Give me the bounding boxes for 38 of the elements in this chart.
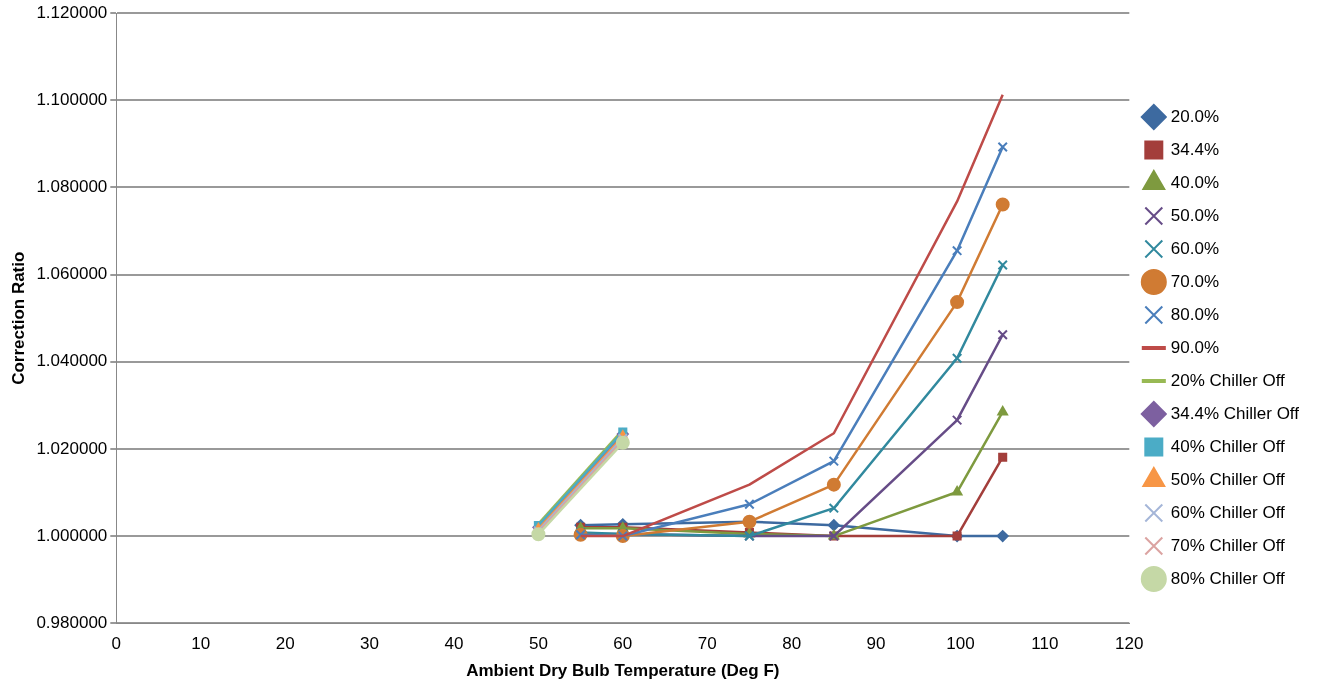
legend-label: 80.0%: [1170, 304, 1220, 324]
legend-label: 34.4% Chiller Off: [1170, 403, 1300, 423]
x-tick-label: 80: [782, 634, 802, 654]
legend-label: 60.0%: [1170, 238, 1220, 258]
x-tick-label: 20: [275, 634, 295, 654]
legend-label: 40% Chiller Off: [1170, 436, 1286, 456]
legend-label: 80% Chiller Off: [1170, 568, 1286, 588]
x-axis-title: Ambient Dry Bulb Temperature (Deg F): [466, 661, 780, 681]
x-tick-label: 90: [866, 634, 886, 654]
y-tick-label: 1.120000: [36, 2, 108, 22]
legend-label: 90.0%: [1170, 337, 1220, 357]
x-tick-label: 0: [111, 634, 122, 654]
y-tick-label: 1.080000: [36, 177, 108, 197]
x-tick-label: 40: [444, 634, 464, 654]
x-tick-label: 70: [697, 634, 717, 654]
y-tick-label: 0.980000: [36, 612, 108, 632]
y-tick-label: 1.020000: [36, 438, 108, 458]
x-tick-label: 60: [613, 634, 633, 654]
y-tick-label: 1.100000: [36, 90, 108, 110]
legend-label: 70% Chiller Off: [1170, 535, 1286, 555]
y-tick-label: 1.060000: [36, 264, 108, 284]
legend-label: 50% Chiller Off: [1170, 469, 1286, 489]
legend-label: 70.0%: [1170, 271, 1220, 291]
y-tick-label: 1.040000: [36, 351, 108, 371]
legend-label: 20.0%: [1170, 106, 1220, 126]
x-tick-label: 10: [191, 634, 211, 654]
legend-label: 60% Chiller Off: [1170, 502, 1286, 522]
x-tick-label: 100: [946, 634, 975, 654]
x-tick-label: 110: [1031, 634, 1059, 654]
x-tick-label: 120: [1115, 634, 1144, 654]
x-tick-label: 30: [360, 634, 380, 654]
legend-label: 20% Chiller Off: [1170, 370, 1286, 390]
y-axis-title: Correction Ratio: [8, 251, 28, 385]
legend-label: 40.0%: [1170, 172, 1220, 192]
legend-label: 50.0%: [1170, 205, 1220, 225]
legend-label: 34.4%: [1170, 139, 1220, 159]
y-tick-label: 1.000000: [36, 525, 108, 545]
x-tick-label: 50: [528, 634, 548, 654]
